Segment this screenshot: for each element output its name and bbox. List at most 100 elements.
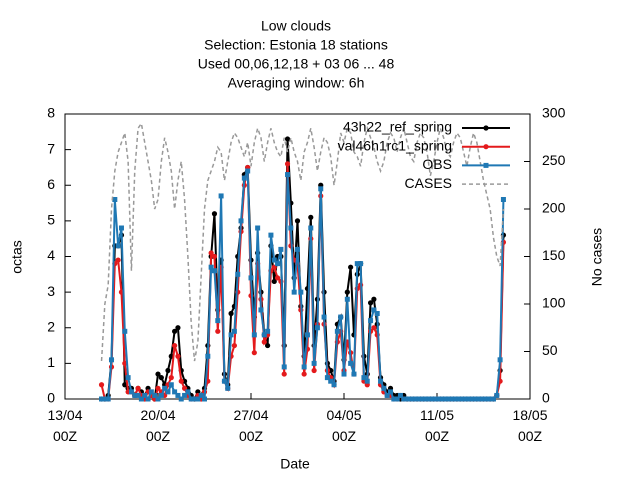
- x-tick-label: 27/04 00Z: [233, 407, 268, 444]
- data-point: [447, 396, 453, 402]
- data-point: [361, 375, 367, 381]
- data-point: [311, 367, 317, 374]
- data-point: [135, 392, 141, 398]
- data-point: [261, 339, 267, 345]
- y-axis-label: octas: [9, 240, 25, 273]
- data-point: [175, 392, 181, 398]
- data-point: [371, 307, 377, 313]
- data-point: [301, 371, 307, 377]
- data-point: [471, 396, 477, 402]
- x-tick-label: 13/04 00Z: [47, 407, 82, 444]
- data-point: [102, 396, 108, 402]
- data-point: [414, 396, 420, 402]
- data-point: [118, 225, 124, 231]
- data-point: [464, 396, 470, 402]
- data-point: [192, 396, 198, 402]
- data-point: [265, 328, 271, 334]
- data-point: [99, 396, 105, 402]
- y-tick-label: 8: [47, 105, 55, 121]
- data-point: [284, 161, 291, 167]
- data-point: [208, 264, 214, 270]
- data-point: [155, 371, 161, 377]
- data-point: [500, 197, 506, 202]
- data-point: [98, 382, 105, 388]
- series-line: [100, 163, 505, 401]
- data-point: [394, 396, 400, 402]
- legend-label: OBS: [422, 156, 452, 172]
- data-point: [142, 392, 148, 398]
- data-point: [417, 396, 423, 402]
- data-point: [165, 367, 171, 374]
- data-point: [175, 325, 181, 331]
- data-point: [245, 168, 251, 174]
- data-point: [158, 392, 164, 398]
- legend-label: val46h1rc1_spring: [338, 137, 452, 153]
- data-point: [261, 332, 267, 338]
- data-point: [132, 392, 138, 398]
- data-point: [288, 225, 294, 231]
- data-point: [265, 342, 271, 349]
- data-point: [281, 371, 287, 377]
- data-point: [258, 307, 264, 313]
- data-point: [155, 385, 161, 391]
- x-tick-label: 18/05 00Z: [512, 407, 547, 444]
- data-point: [225, 385, 231, 391]
- data-point: [367, 300, 374, 306]
- data-point: [231, 342, 237, 349]
- data-point: [348, 264, 354, 270]
- data-point: [404, 396, 410, 402]
- data-point: [441, 396, 447, 402]
- data-point: [368, 318, 374, 324]
- data-point: [321, 314, 327, 320]
- data-point: [109, 357, 114, 363]
- y2-tick-label: 0: [542, 390, 550, 406]
- y-tick-label: 5: [47, 212, 55, 228]
- data-point: [308, 225, 314, 231]
- y2-tick-label: 150: [542, 247, 566, 263]
- y2-tick-label: 300: [542, 105, 566, 121]
- data-point: [275, 261, 281, 267]
- data-point: [334, 328, 340, 334]
- data-point: [494, 392, 500, 398]
- legend-label: 43h22_ref_spring: [343, 119, 452, 135]
- y-tick-label: 6: [47, 176, 55, 192]
- data-point: [195, 396, 201, 402]
- data-point: [371, 296, 377, 302]
- x-tick-label: 04/05 00Z: [326, 407, 361, 444]
- data-point: [497, 357, 503, 363]
- data-point: [255, 225, 261, 231]
- data-point: [162, 385, 168, 391]
- data-point: [251, 350, 257, 356]
- y-tick-label: 2: [47, 318, 55, 334]
- data-point: [477, 396, 483, 402]
- data-point: [175, 353, 181, 359]
- data-point: [168, 382, 174, 388]
- y-tick-label: 1: [47, 354, 55, 370]
- data-point: [122, 382, 128, 388]
- data-point: [188, 396, 194, 402]
- data-point: [251, 332, 257, 338]
- data-point: [374, 311, 380, 316]
- data-point: [295, 246, 300, 252]
- data-point: [484, 396, 490, 402]
- data-point: [185, 389, 191, 395]
- data-point: [424, 396, 430, 402]
- legend-label: CASES: [405, 175, 452, 191]
- data-point: [112, 197, 118, 202]
- data-point: [311, 360, 317, 366]
- data-point: [182, 392, 188, 398]
- data-point: [165, 389, 171, 395]
- data-point: [128, 389, 134, 395]
- data-point: [351, 371, 357, 377]
- data-point: [198, 392, 204, 398]
- x-axis-label: Date: [280, 456, 310, 472]
- data-point: [384, 392, 390, 398]
- data-point: [158, 375, 164, 381]
- data-point: [397, 392, 403, 398]
- data-point: [318, 186, 324, 192]
- data-point: [401, 396, 407, 402]
- data-point: [281, 364, 287, 370]
- data-point: [444, 396, 450, 402]
- data-point: [178, 396, 184, 402]
- data-point: [298, 289, 304, 295]
